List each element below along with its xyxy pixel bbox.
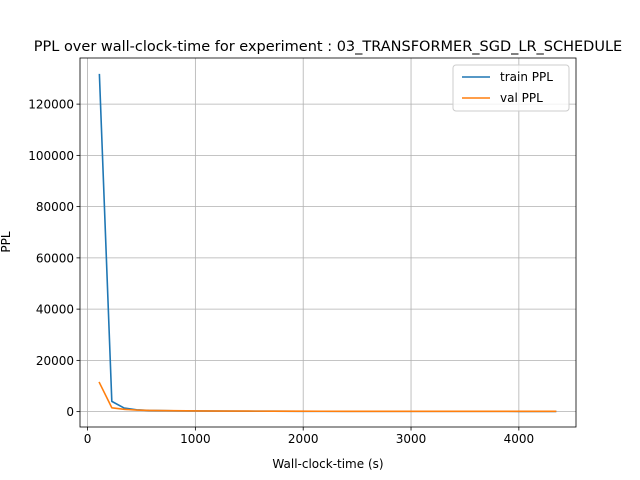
- legend-label-val-ppl: val PPL: [500, 91, 543, 105]
- y-tick-label: 40000: [36, 303, 74, 317]
- plot-series: [98, 73, 557, 413]
- legend: train PPL val PPL: [452, 64, 570, 112]
- x-tick-label: 0: [84, 432, 92, 446]
- chart-title: PPL over wall-clock-time for experiment …: [34, 39, 622, 55]
- x-tick-label: 4000: [504, 432, 535, 446]
- y-axis-label: PPL: [0, 231, 13, 252]
- y-tick-label: 0: [66, 405, 74, 419]
- x-tick-label: 2000: [288, 432, 319, 446]
- grid: [80, 58, 576, 427]
- y-tick-label: 100000: [28, 149, 74, 163]
- series-line-train-ppl: [98, 73, 557, 413]
- x-axis-label: Wall-clock-time (s): [272, 457, 383, 471]
- x-axis-ticks: 0 1000 2000 3000 4000: [84, 427, 534, 446]
- y-tick-label: 80000: [36, 200, 74, 214]
- legend-label-train-ppl: train PPL: [500, 70, 553, 84]
- plot-frame: [79, 57, 577, 428]
- x-tick-label: 3000: [396, 432, 427, 446]
- y-tick-label: 20000: [36, 354, 74, 368]
- y-tick-label: 60000: [36, 251, 74, 265]
- series-line-val-ppl: [98, 381, 557, 413]
- x-tick-label: 1000: [180, 432, 211, 446]
- y-axis-ticks: 0 20000 40000 60000 80000 100000 120000: [28, 98, 80, 419]
- y-tick-label: 120000: [28, 98, 74, 112]
